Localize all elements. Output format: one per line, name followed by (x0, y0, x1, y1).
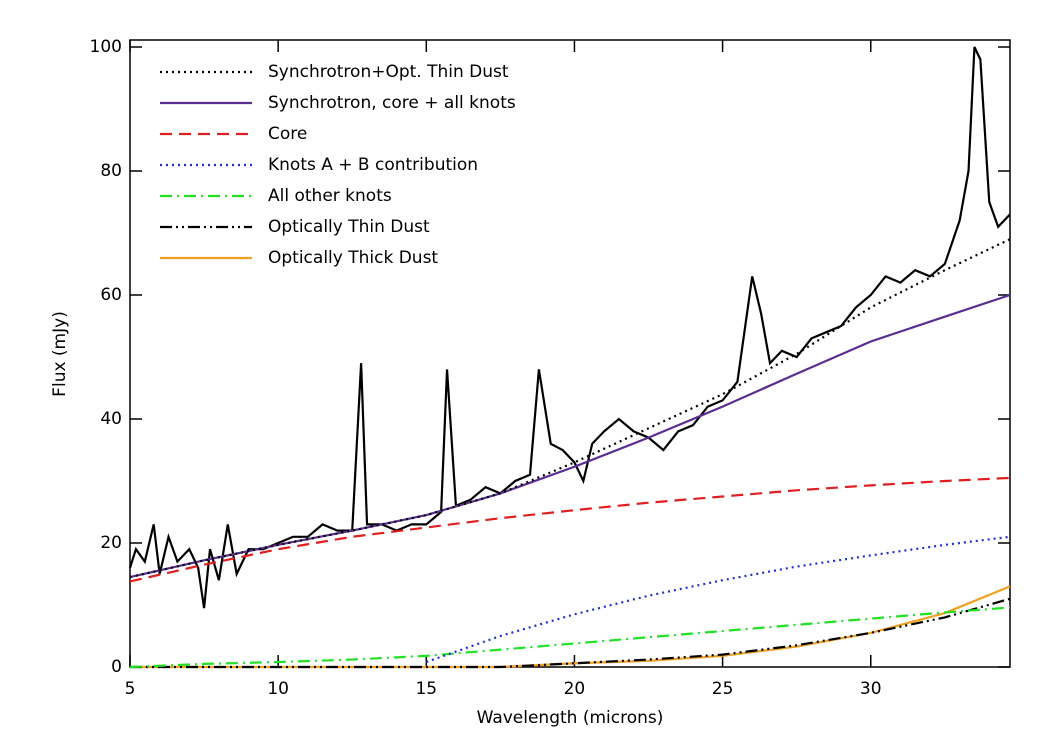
series-line (130, 597, 1011, 669)
y-tick-label: 40 (100, 409, 122, 429)
series-line (129, 606, 1011, 669)
series-line (129, 476, 1011, 583)
x-tick-label: 30 (860, 679, 882, 699)
series-line (425, 535, 1011, 664)
plot-frame (129, 39, 1011, 668)
legend-label: Optically Thin Dust (268, 217, 430, 237)
legend-label: Optically Thick Dust (268, 248, 438, 268)
legend-label: Synchrotron+Opt. Thin Dust (268, 62, 509, 82)
legend-label: Core (268, 124, 307, 144)
y-tick-label: 60 (100, 285, 122, 305)
y-tick-label: 20 (100, 533, 122, 553)
y-tick-label: 100 (90, 37, 122, 57)
x-axis-label: Wavelength (microns) (477, 708, 664, 728)
series-line (128, 46, 1011, 609)
y-tick-label: 0 (111, 657, 122, 677)
y-tick-label: 80 (100, 161, 122, 181)
x-tick-label: 5 (125, 679, 136, 699)
x-tick-label: 20 (564, 679, 586, 699)
series-line (129, 293, 1011, 579)
series-line (129, 238, 1011, 579)
y-axis-label: Flux (mJy) (50, 311, 70, 397)
x-tick-label: 10 (267, 679, 289, 699)
legend-label: Knots A + B contribution (268, 155, 478, 175)
x-tick-label: 15 (415, 679, 437, 699)
x-tick-label: 25 (712, 679, 734, 699)
series-line (130, 585, 1011, 669)
legend-label: All other knots (268, 186, 392, 206)
legend-label: Synchrotron, core + all knots (268, 93, 516, 113)
